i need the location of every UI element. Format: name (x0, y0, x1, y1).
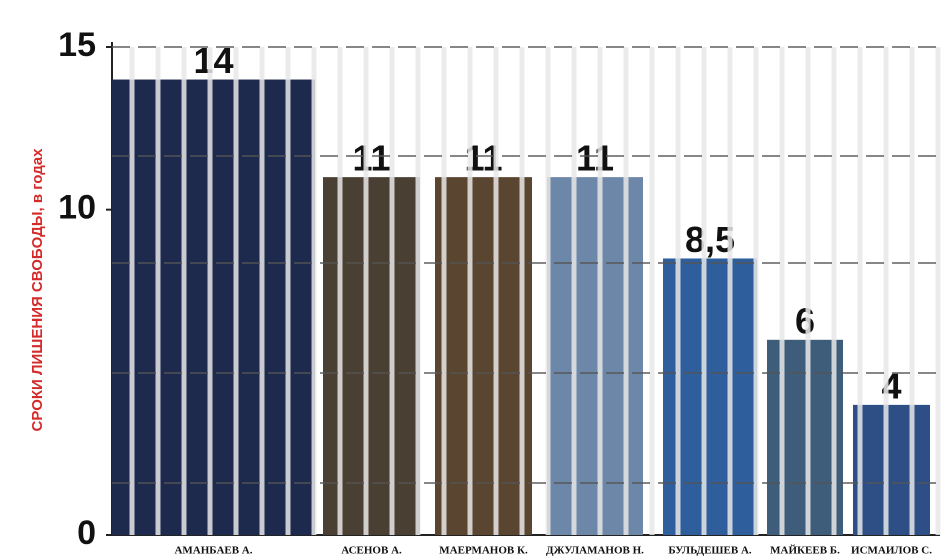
bar (435, 177, 532, 535)
value-label: 11 (576, 138, 614, 179)
x-tick-label: АСЕНОВ А. (341, 545, 402, 557)
bar (853, 405, 930, 535)
x-tick-label: ИСМАИЛОВ С. (851, 545, 932, 557)
bar (547, 177, 643, 535)
x-tick-label: ДЖУЛАМАНОВ Н. (546, 545, 644, 557)
value-label: 11 (352, 138, 390, 179)
x-tick-label: МАЕРМАНОВ К. (439, 545, 528, 557)
y-tick-label: 15 (58, 26, 96, 64)
y-tick-label: 10 (58, 189, 96, 227)
chart: СРОКИ ЛИШЕНИЯ СВОБОДЫ, в годах 0101514АМ… (0, 0, 946, 558)
bar (112, 80, 315, 535)
x-tick-label: МАЙКЕЕВ Б. (770, 545, 840, 557)
y-tick-label: 0 (77, 514, 96, 552)
y-axis-label: СРОКИ ЛИШЕНИЯ СВОБОДЫ, в годах (29, 148, 46, 432)
x-tick-label: АМАНБАЕВ А. (174, 545, 252, 557)
x-tick-label: БУЛЬДЕШЕВ А. (668, 545, 752, 557)
value-label: 6 (795, 300, 815, 341)
